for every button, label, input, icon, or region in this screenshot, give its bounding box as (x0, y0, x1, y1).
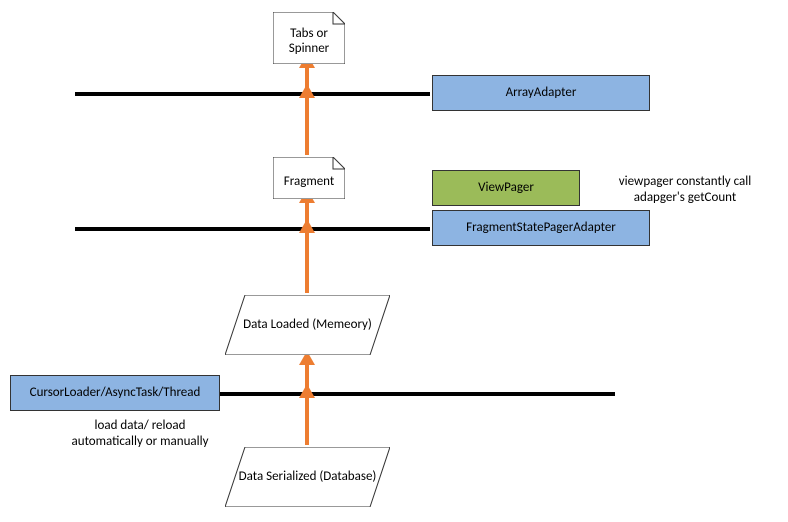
node-label: Tabs or Spinner (273, 12, 345, 64)
node-fragment: Fragment (273, 157, 345, 199)
diagram-canvas: { "colors": { "blue": "#8db4e2", "green"… (0, 0, 788, 522)
annotation-loaddata: load data/ reload automatically or manua… (60, 418, 220, 449)
node-viewpager: ViewPager (432, 170, 580, 206)
node-data-serialized: Data Serialized (Database) (225, 447, 390, 507)
hline-2 (75, 227, 430, 231)
annotation-viewpager: viewpager constantly call adapger's getC… (595, 174, 775, 205)
hline-3 (215, 392, 615, 396)
node-tabs-spinner: Tabs or Spinner (273, 12, 345, 64)
node-label: ArrayAdapter (506, 85, 577, 101)
node-data-loaded: Data Loaded (Memeory) (225, 295, 390, 355)
node-label: CursorLoader/AsyncTask/Thread (30, 385, 201, 401)
hline-1 (75, 92, 430, 96)
node-label: Data Loaded (Memeory) (225, 295, 390, 355)
node-label: FragmentStatePagerAdapter (466, 220, 616, 236)
node-label: Fragment (273, 157, 345, 199)
node-fspa: FragmentStatePagerAdapter (432, 210, 650, 246)
node-label: Data Serialized (Database) (225, 447, 390, 507)
node-cursorloader: CursorLoader/AsyncTask/Thread (10, 375, 220, 411)
node-label: ViewPager (478, 180, 534, 196)
node-arrayadapter: ArrayAdapter (432, 75, 650, 111)
